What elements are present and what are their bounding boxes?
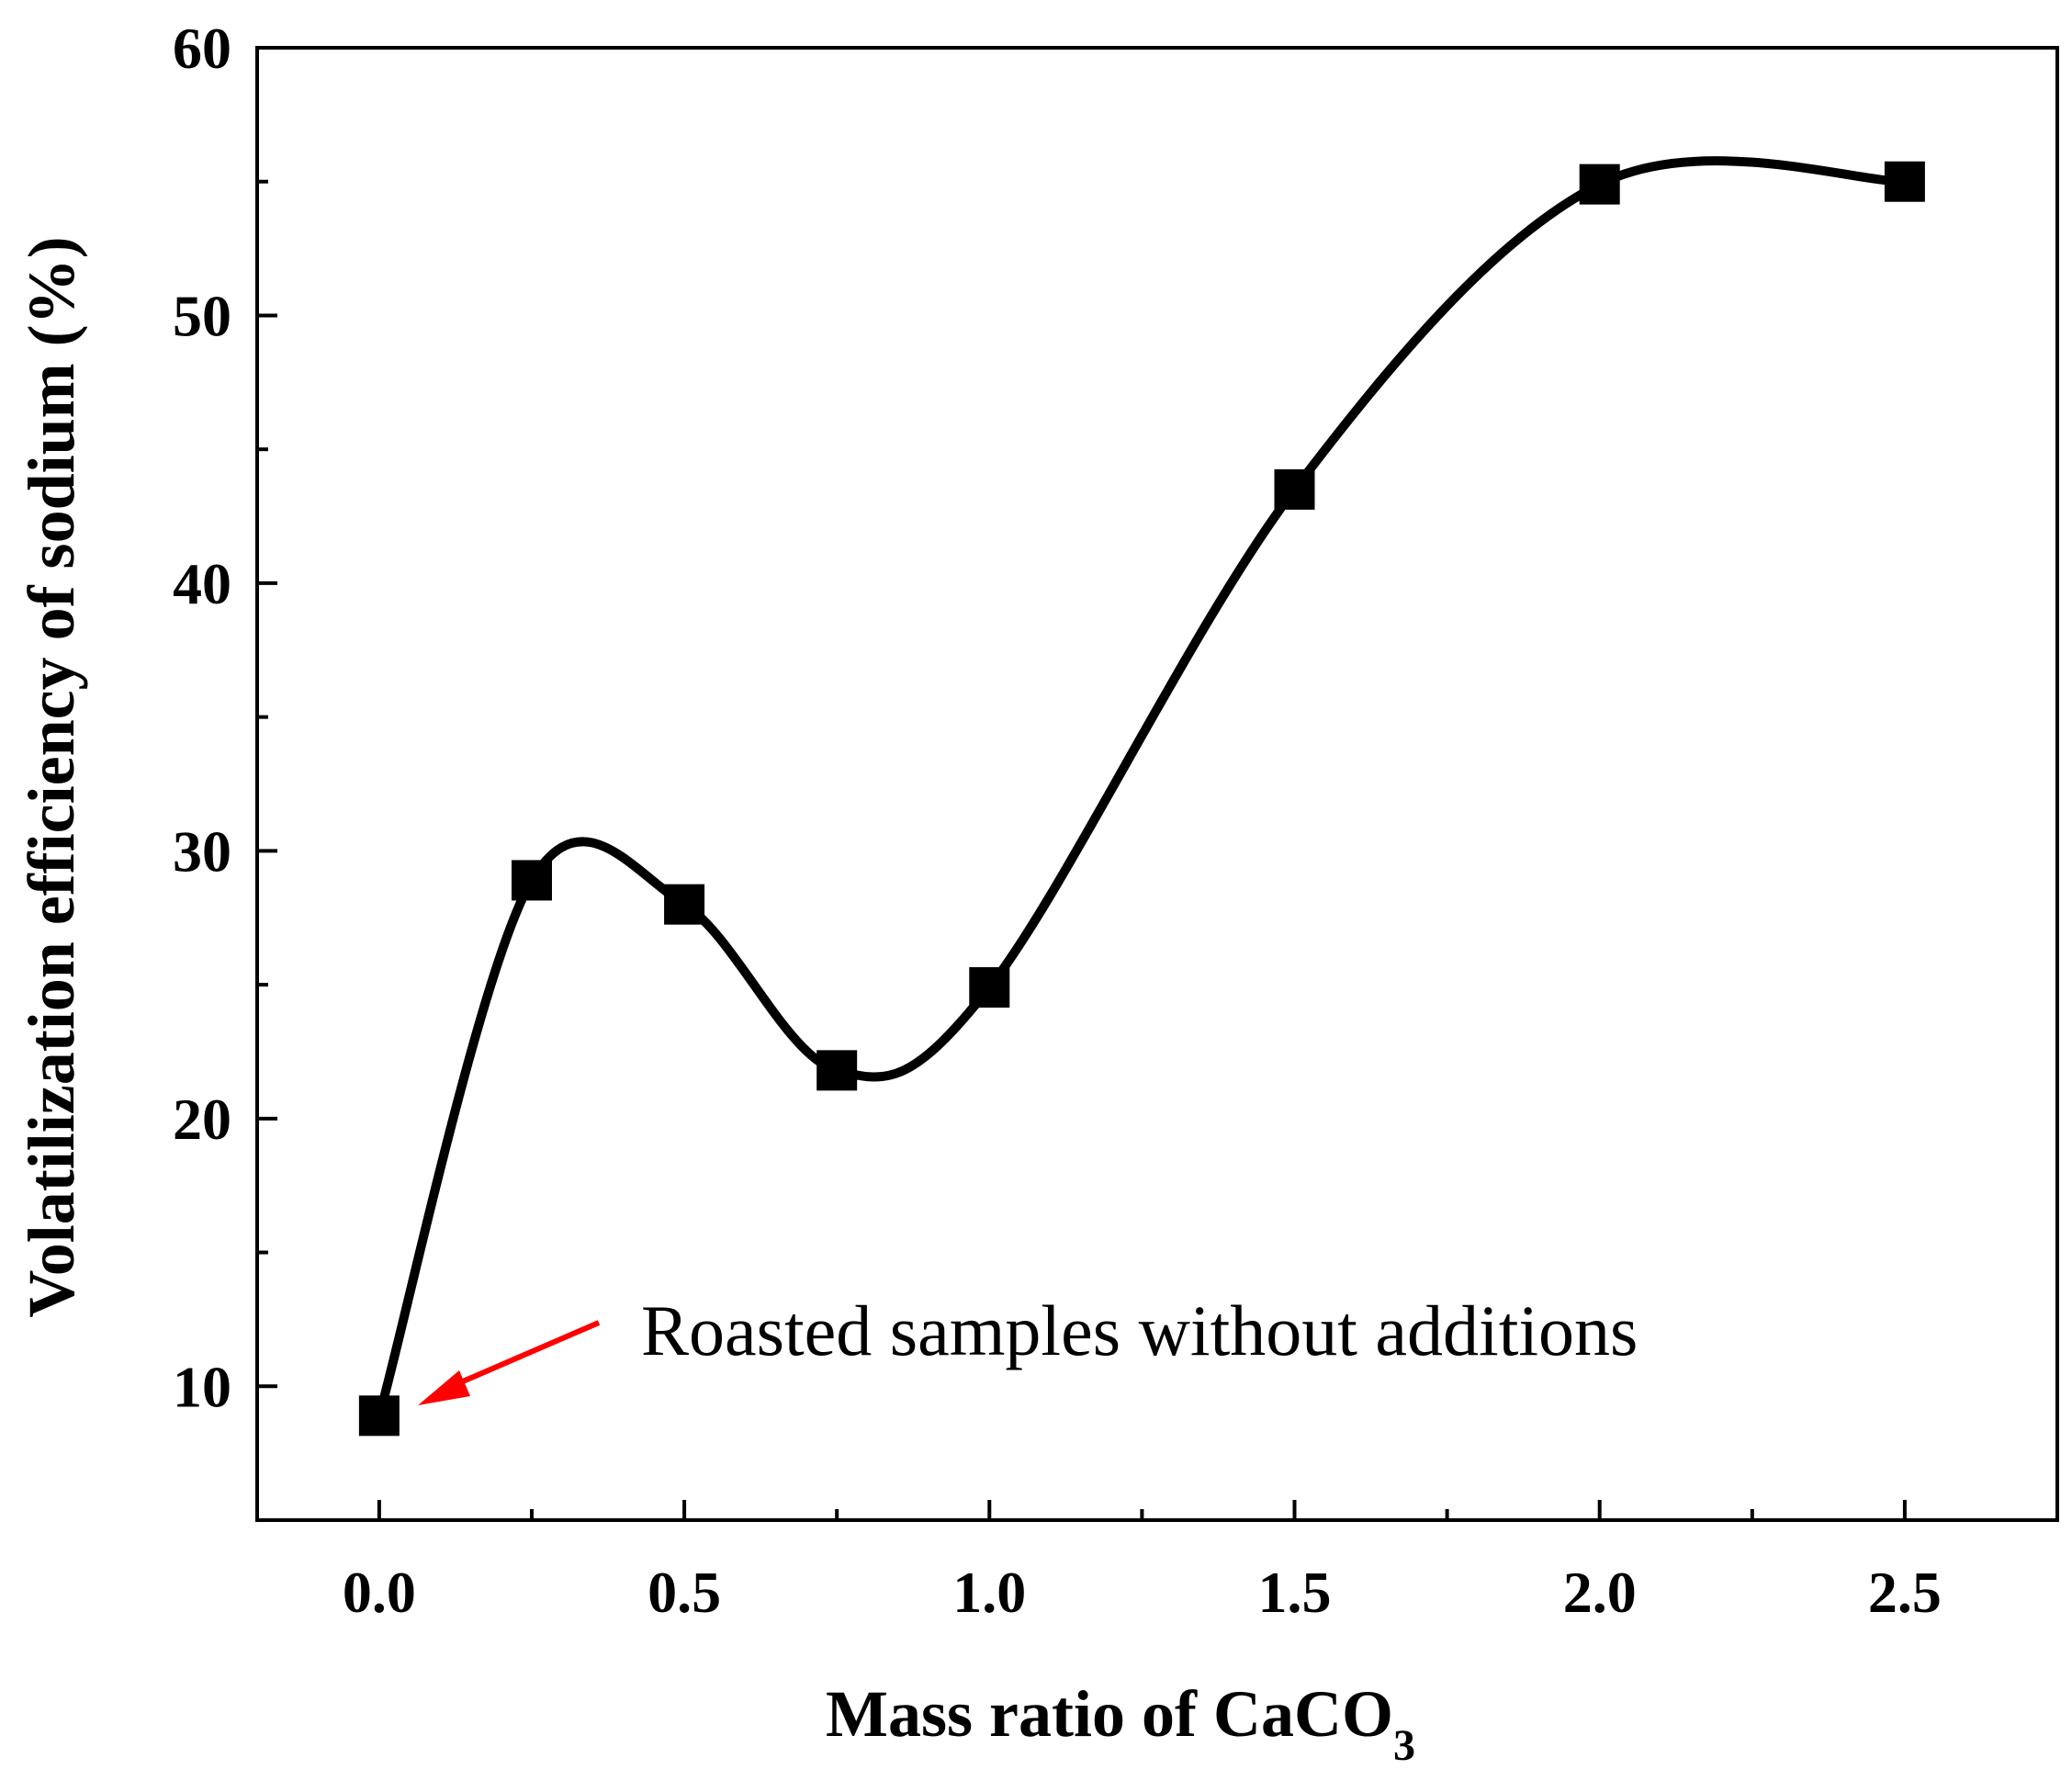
- data-point-marker: [1579, 163, 1620, 205]
- y-tick-labels: 10 20 30 40 50 60: [173, 16, 231, 1419]
- y-tick-label: 60: [173, 16, 231, 81]
- data-point-marker: [511, 860, 552, 901]
- x-axis-title-text: Mass ratio of CaCO: [826, 1677, 1393, 1751]
- x-axis-title-subscript: 3: [1393, 1721, 1415, 1770]
- y-tick-label: 50: [173, 283, 231, 348]
- annotation: Roasted samples without additions: [418, 1290, 1638, 1405]
- y-tick-label: 20: [173, 1087, 231, 1152]
- x-tick-label: 1.0: [952, 1560, 1026, 1625]
- y-tick-label: 30: [173, 818, 231, 884]
- x-tick-label: 1.5: [1257, 1560, 1331, 1625]
- data-point-marker: [358, 1395, 400, 1437]
- data-point-marker: [1274, 468, 1315, 510]
- plot-frame: [255, 46, 2059, 1522]
- data-point-marker: [969, 967, 1010, 1009]
- y-tick-label: 40: [173, 551, 231, 616]
- data-point-marker: [816, 1050, 858, 1091]
- data-point-marker: [664, 884, 705, 925]
- y-axis-title: Volatilization efficiency of sodium (%): [15, 236, 88, 1317]
- annotation-text: Roasted samples without additions: [641, 1290, 1638, 1370]
- annotation-arrow-head: [418, 1370, 470, 1405]
- annotation-arrow-shaft: [448, 1320, 601, 1390]
- y-tick-label: 10: [173, 1354, 231, 1419]
- x-tick-label: 2.5: [1868, 1560, 1942, 1625]
- x-tick-labels: 0.0 0.5 1.0 1.5 2.0 2.5: [343, 1560, 1942, 1625]
- x-tick-label: 0.5: [648, 1560, 721, 1625]
- series-markers: [358, 161, 1925, 1437]
- x-tick-label: 0.0: [343, 1560, 416, 1625]
- x-tick-label: 2.0: [1563, 1560, 1637, 1625]
- x-axis-title: Mass ratio of CaCO3: [826, 1677, 1415, 1770]
- data-point-marker: [1884, 161, 1925, 202]
- series-line: [374, 156, 1909, 1421]
